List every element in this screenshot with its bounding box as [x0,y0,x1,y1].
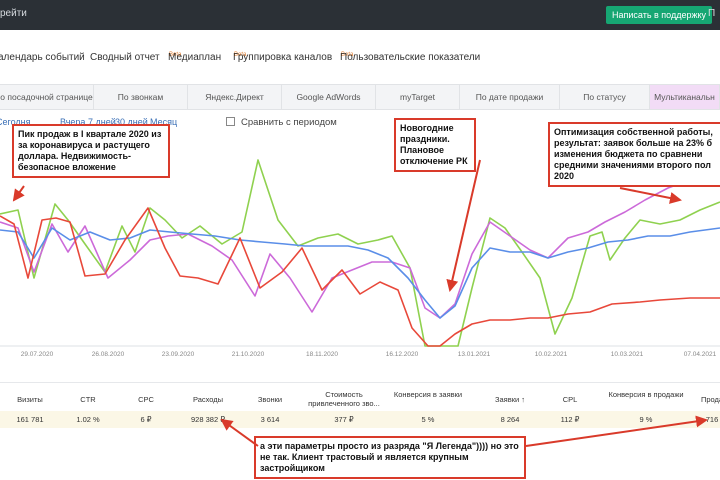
table-header-cell[interactable]: CPL [562,395,578,404]
period-today[interactable]: Сегодня [0,117,31,127]
table-header-cell[interactable]: CPC [138,395,154,404]
x-tick-label: 29.07.2020 [21,351,54,358]
filter-tab-status[interactable]: По статусу [560,85,650,109]
nav-tab-custom-metrics[interactable]: Пользовательские показатели Beta [340,52,481,63]
beta-badge: Beta [341,52,354,58]
compare-checkbox[interactable] [226,117,235,126]
table-row: 161 781 1.02 % 6 ₽ 928 382 ₽ 3 614 377 ₽ 5 % 8 … [0,411,720,428]
table-cell: 8 264 [500,415,520,424]
table-header-cell[interactable]: Конверсия в заявки [393,390,463,399]
x-tick-label: 26.08.2020 [92,351,125,358]
series-line-red [0,207,720,347]
filter-tab-multichannel[interactable]: Мультиканальн [650,85,720,109]
period-yesterday[interactable]: Вчера [60,117,86,127]
x-tick-label: 18.11.2020 [306,351,338,358]
annotation-callout-optimization: Оптимизация собственной работы, результа… [548,122,720,187]
nav-tab-channel-grouping[interactable]: Группировка каналов Beta [233,52,333,63]
table-cell: 161 781 [16,415,44,424]
x-tick-label: 07.04.2021 [684,351,717,358]
filter-tab-calls[interactable]: По звонкам [94,85,188,109]
period-7-days[interactable]: 7 дней [88,117,116,127]
multichannel-line-chart: 29.07.2020 26.08.2020 23.09.2020 21.10.2020… [0,159,720,358]
x-tick-label: 13.01.2021 [458,351,491,358]
x-tick-label: 16.12.2020 [386,351,419,358]
report-filter-tabs: о посадочной странице По звонкам Яндекс.… [0,84,720,110]
table-cell: 1.02 % [76,415,100,424]
filter-tab-landing[interactable]: о посадочной странице [0,85,94,109]
table-cell: 716 [705,415,719,424]
top-bar-right-text[interactable]: П [708,8,716,19]
chart-series [0,159,720,347]
beta-badge: Beta [169,52,182,58]
table-top-divider [0,382,720,383]
filter-tab-sale-date[interactable]: По дате продажи [460,85,560,109]
table-cell: 3 614 [260,415,280,424]
table-cell: 6 ₽ [140,415,152,424]
table-header-cell[interactable]: Прода [700,395,720,404]
table-header-cell[interactable]: Стоимость привлеченного зво... [308,390,380,408]
top-bar-left-text: рейти [0,8,27,19]
x-axis-tick-labels: 29.07.2020 26.08.2020 23.09.2020 21.10.2020… [21,351,717,358]
x-tick-label: 21.10.2020 [232,351,265,358]
table-cell: 5 % [421,415,435,424]
series-line-purple [0,173,720,319]
annotation-callout-legend: а эти параметры просто из разряда "Я Лег… [254,436,526,479]
annotation-callout-holidays: Новогодние праздники. Плановое отключени… [394,118,476,172]
table-cell: 9 % [639,415,653,424]
annotation-callout-peak: Пик продаж в I квартале 2020 из за корон… [12,124,170,178]
support-button[interactable]: Написать в поддержку [606,6,713,24]
series-line-green [0,159,720,347]
x-tick-label: 10.03.2021 [611,351,644,358]
compare-label: Сравнить с периодом [241,117,337,128]
series-line-blue [0,227,720,319]
period-month[interactable]: Месяц [150,117,178,127]
table-header-cell[interactable]: CTR [80,395,96,404]
filter-tab-google-adwords[interactable]: Google AdWords [282,85,376,109]
table-header-cell[interactable]: Расходы [192,395,224,404]
table-header-cell[interactable]: Визиты [17,395,43,404]
filter-tab-mytarget[interactable]: myTarget [376,85,460,109]
table-header-cell[interactable]: Конверсия в продажи [608,390,684,399]
table-cell: 928 382 ₽ [191,415,225,424]
filter-tab-yandex-direct[interactable]: Яндекс.Директ [188,85,282,109]
beta-badge: Beta [234,52,247,58]
table-cell: 112 ₽ [560,415,580,424]
x-tick-label: 10.02.2021 [535,351,568,358]
compare-period-toggle[interactable]: Сравнить с периодом [226,117,337,128]
table-header-cell[interactable]: Заявки ↑ [494,395,526,404]
nav-tab-mediaplan[interactable]: Медиаплан Beta [168,52,222,63]
table-header-cell[interactable]: Звонки [257,395,283,404]
table-cell: 377 ₽ [334,415,354,424]
top-bar: рейти Написать в поддержку П [0,0,720,30]
x-tick-label: 23.09.2020 [162,351,195,358]
period-30-days[interactable]: 30 дней [115,117,148,127]
metrics-table: Визиты CTR CPC Расходы Звонки Стоимость привл… [0,388,720,428]
